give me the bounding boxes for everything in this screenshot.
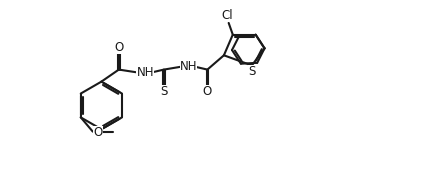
Text: NH: NH bbox=[180, 60, 198, 73]
Text: O: O bbox=[93, 126, 103, 139]
Text: O: O bbox=[203, 85, 212, 98]
Text: S: S bbox=[160, 85, 167, 98]
Text: O: O bbox=[114, 42, 123, 55]
Text: S: S bbox=[248, 65, 256, 78]
Text: Cl: Cl bbox=[221, 10, 233, 22]
Text: NH: NH bbox=[136, 66, 154, 79]
